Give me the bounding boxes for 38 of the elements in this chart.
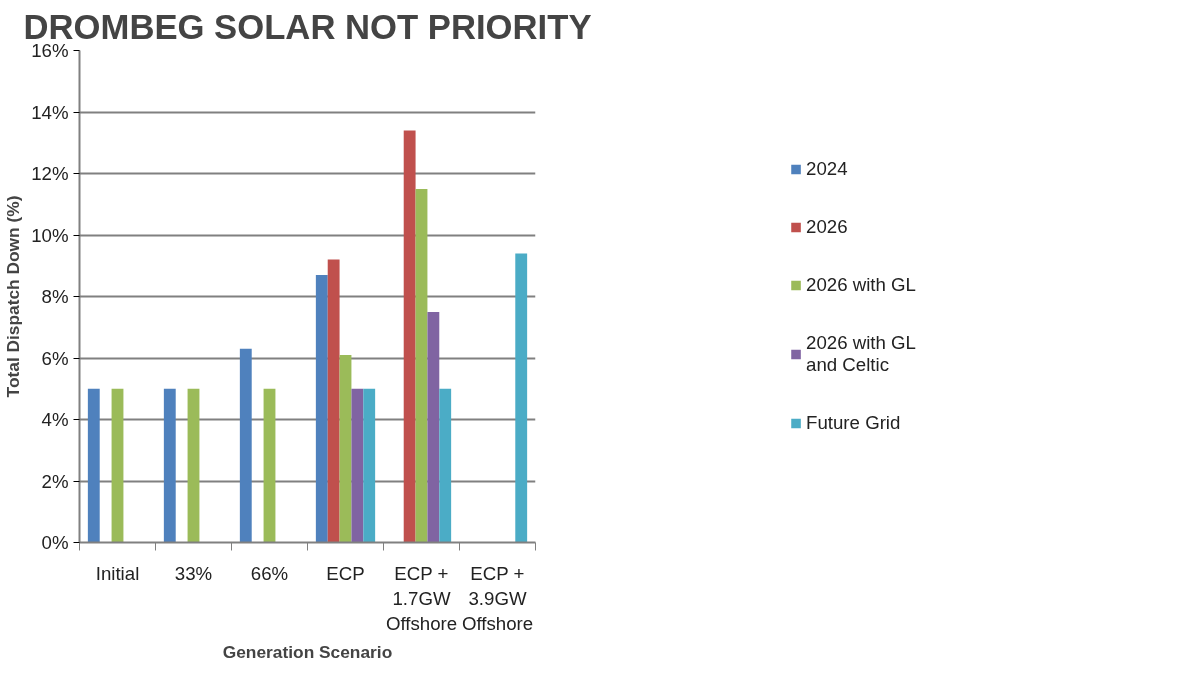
x-tick-label: ECP — [326, 562, 365, 584]
y-tick-label: 10% — [31, 224, 69, 246]
bar — [363, 388, 376, 543]
bar — [87, 388, 100, 543]
bar — [351, 388, 364, 543]
y-tick-label: 4% — [41, 409, 69, 430]
y-tick-label: 2% — [41, 470, 69, 492]
bar — [163, 388, 176, 543]
y-tick-label: 14% — [31, 101, 69, 123]
bar — [315, 274, 328, 543]
bar — [111, 388, 124, 543]
bar — [263, 388, 276, 543]
x-axis-title: Generation Scenario — [222, 641, 393, 662]
bar — [515, 253, 528, 543]
bar — [239, 348, 252, 543]
bar — [339, 354, 352, 543]
y-axis-title: Total Dispatch Down (%) — [3, 195, 24, 398]
legend-label: 2026 with GL and Celtic — [806, 332, 916, 376]
y-tick-label: 12% — [31, 163, 69, 184]
x-tick-label: 33% — [174, 562, 213, 584]
x-tick-label: ECP + 3.9GW Offshore — [461, 562, 534, 634]
bar — [187, 388, 200, 543]
legend-label: 2026 with GL — [806, 274, 916, 296]
bar — [439, 388, 452, 543]
bar — [427, 311, 440, 543]
y-tick-label: 6% — [41, 347, 69, 369]
bar — [327, 259, 340, 543]
bar — [415, 188, 428, 543]
y-tick-label: 16% — [31, 40, 69, 61]
legend-label: 2026 — [806, 216, 848, 238]
x-tick-label: Initial — [95, 562, 140, 584]
y-tick-label: 8% — [41, 286, 69, 307]
legend-label: Future Grid — [806, 412, 901, 434]
legend-label: 2024 — [806, 158, 848, 180]
x-tick-label: ECP + 1.7GW Offshore — [385, 562, 458, 634]
y-tick-label: 0% — [41, 532, 69, 553]
bar — [403, 130, 416, 543]
x-tick-label: 66% — [250, 562, 289, 584]
